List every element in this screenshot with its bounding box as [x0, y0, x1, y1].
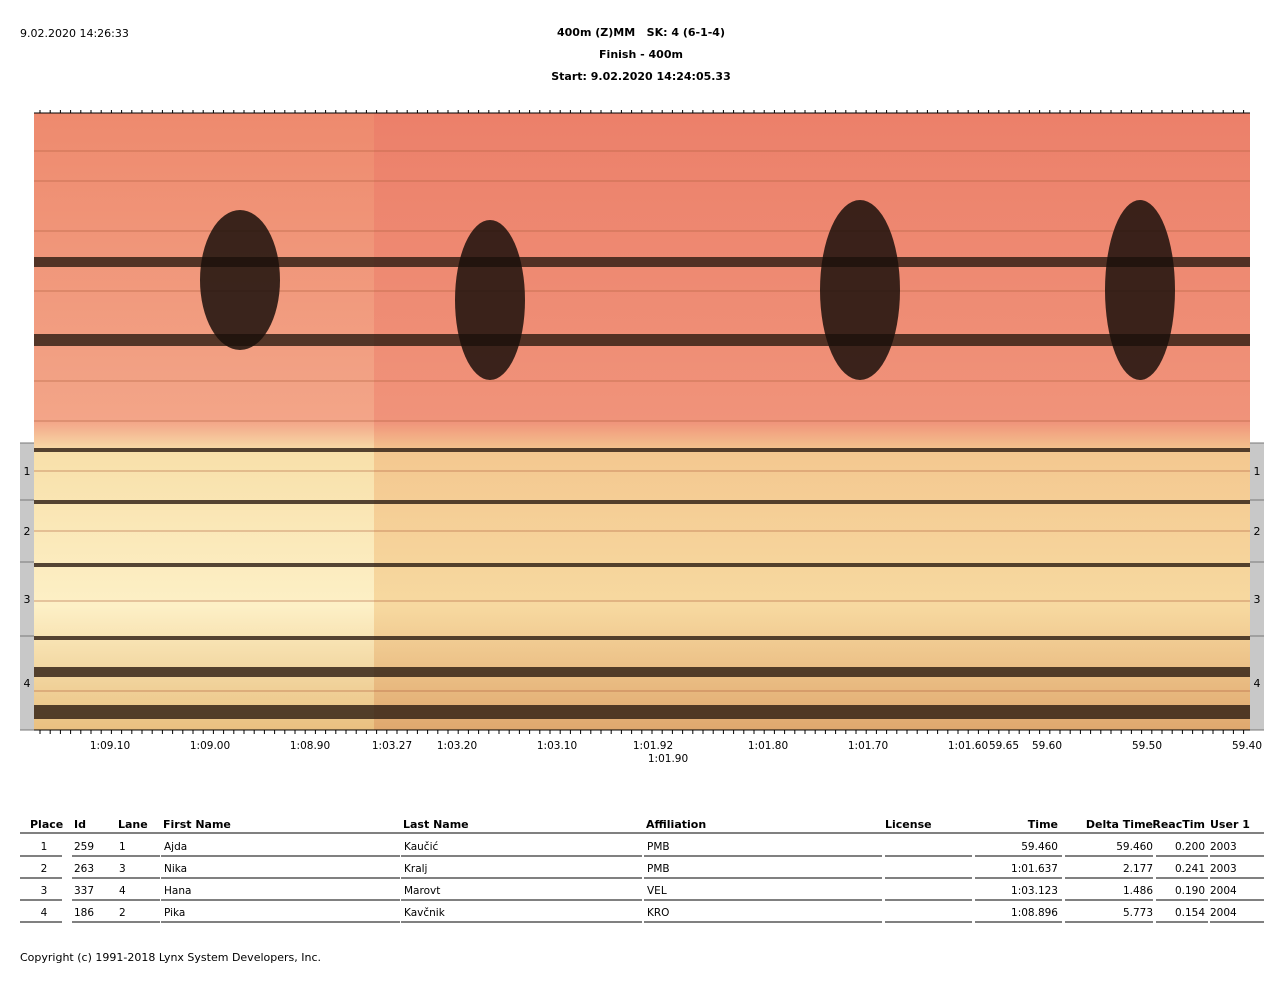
column-header: User 1: [1210, 818, 1250, 831]
table-cell: 2: [41, 863, 48, 875]
photo-finish: [20, 113, 1264, 730]
title: 400m (Z)MM SK: 4 (6-1-4): [557, 26, 725, 39]
table-cell: 2.177: [1123, 863, 1153, 875]
table-cell: 263: [74, 863, 94, 875]
time-label: 1:09.10: [90, 740, 130, 752]
table-cell: 59.460: [1021, 841, 1058, 853]
track-line: [34, 420, 1250, 422]
start-time: Start: 9.02.2020 14:24:05.33: [551, 70, 731, 83]
track-line: [34, 290, 1250, 292]
table-cell: 0.200: [1175, 841, 1205, 853]
table-cell: Marovt: [404, 885, 440, 897]
column-header: Place: [30, 818, 63, 831]
table-cell: 5.773: [1123, 907, 1153, 919]
column-header: Id: [74, 818, 86, 831]
lane-label: 3: [1254, 593, 1261, 606]
lane-label: 2: [24, 525, 31, 538]
column-header: ReacTim: [1152, 818, 1205, 831]
time-label: 1:09.00: [190, 740, 230, 752]
track-line: [34, 380, 1250, 382]
table-cell: VEL: [647, 885, 667, 897]
lane-label: 1: [1254, 465, 1261, 478]
column-header: Affiliation: [646, 818, 706, 831]
table-cell: Hana: [164, 885, 191, 897]
column-header: Time: [1028, 818, 1058, 831]
track-stripe: [34, 448, 1250, 452]
table-cell: Nika: [164, 863, 187, 875]
table-cell: Ajda: [164, 841, 187, 853]
table-cell: 2003: [1210, 841, 1237, 853]
track-line: [34, 600, 1250, 602]
track-line: [34, 150, 1250, 152]
time-label: 1:08.90: [290, 740, 330, 752]
table-cell: 1:01.637: [1011, 863, 1058, 875]
column-header: Last Name: [403, 818, 469, 831]
track-line: [34, 530, 1250, 532]
timestamp: 9.02.2020 14:26:33: [20, 27, 129, 40]
track-stripe: [34, 563, 1250, 567]
table-cell: 1: [41, 841, 48, 853]
table-cell: Pika: [164, 907, 185, 919]
table-cell: 259: [74, 841, 94, 853]
track-stripe: [34, 334, 1250, 346]
track-stripe: [34, 705, 1250, 719]
lane-label: 1: [24, 465, 31, 478]
track-line: [34, 230, 1250, 232]
time-label: 1:01.90: [648, 753, 688, 765]
table-cell: Kavčnik: [404, 907, 446, 919]
time-label: 1:03.10: [537, 740, 577, 752]
track-stripe: [34, 636, 1250, 640]
time-label: 1:01.80: [748, 740, 788, 752]
table-cell: 3: [119, 863, 126, 875]
time-label: 1:01.60: [948, 740, 988, 752]
time-label: 1:03.20: [437, 740, 477, 752]
table-cell: 1:08.896: [1011, 907, 1058, 919]
lane-label: 4: [24, 677, 31, 690]
track-line: [34, 180, 1250, 182]
table-cell: 2: [119, 907, 126, 919]
table-cell: Kaučić: [404, 841, 438, 853]
table-cell: 2004: [1210, 907, 1237, 919]
table-cell: 0.190: [1175, 885, 1205, 897]
column-header: License: [885, 818, 932, 831]
time-label: 59.50: [1132, 740, 1162, 752]
time-label: 59.60: [1032, 740, 1062, 752]
table-cell: 0.241: [1175, 863, 1205, 875]
track-stripe: [34, 257, 1250, 267]
table-cell: 1:03.123: [1011, 885, 1058, 897]
time-label: 59.40: [1232, 740, 1262, 752]
table-cell: Kralj: [404, 863, 427, 875]
table-cell: 59.460: [1116, 841, 1153, 853]
time-label: 59.65: [989, 740, 1019, 752]
time-label: 1:01.92: [633, 740, 673, 752]
table-cell: PMB: [647, 863, 670, 875]
table-cell: KRO: [647, 907, 669, 919]
copyright: Copyright (c) 1991-2018 Lynx System Deve…: [20, 951, 321, 964]
table-cell: 1.486: [1123, 885, 1153, 897]
lane-label: 2: [1254, 525, 1261, 538]
table-cell: 1: [119, 841, 126, 853]
table-cell: 337: [74, 885, 94, 897]
lane-label: 3: [24, 593, 31, 606]
column-header: First Name: [163, 818, 231, 831]
table-cell: 186: [74, 907, 94, 919]
table-cell: PMB: [647, 841, 670, 853]
column-header: Lane: [118, 818, 148, 831]
time-label: 1:01.70: [848, 740, 888, 752]
lane-label: 4: [1254, 677, 1261, 690]
track-line: [34, 690, 1250, 692]
track-stripe: [34, 500, 1250, 504]
track-stripe: [34, 667, 1250, 677]
table-cell: 4: [41, 907, 48, 919]
table-cell: 4: [119, 885, 126, 897]
subtitle: Finish - 400m: [599, 48, 683, 61]
table-cell: 2004: [1210, 885, 1237, 897]
table-cell: 3: [41, 885, 48, 897]
table-cell: 0.154: [1175, 907, 1205, 919]
track-line: [34, 470, 1250, 472]
table-cell: 2003: [1210, 863, 1237, 875]
time-label: 1:03.27: [372, 740, 412, 752]
column-header: Delta Time: [1086, 818, 1153, 831]
